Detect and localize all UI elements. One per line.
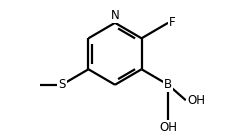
Text: OH: OH [186,94,204,107]
Text: S: S [58,78,65,91]
Text: N: N [110,9,119,22]
Text: F: F [169,16,175,29]
Text: OH: OH [158,121,176,134]
Text: B: B [163,78,171,91]
